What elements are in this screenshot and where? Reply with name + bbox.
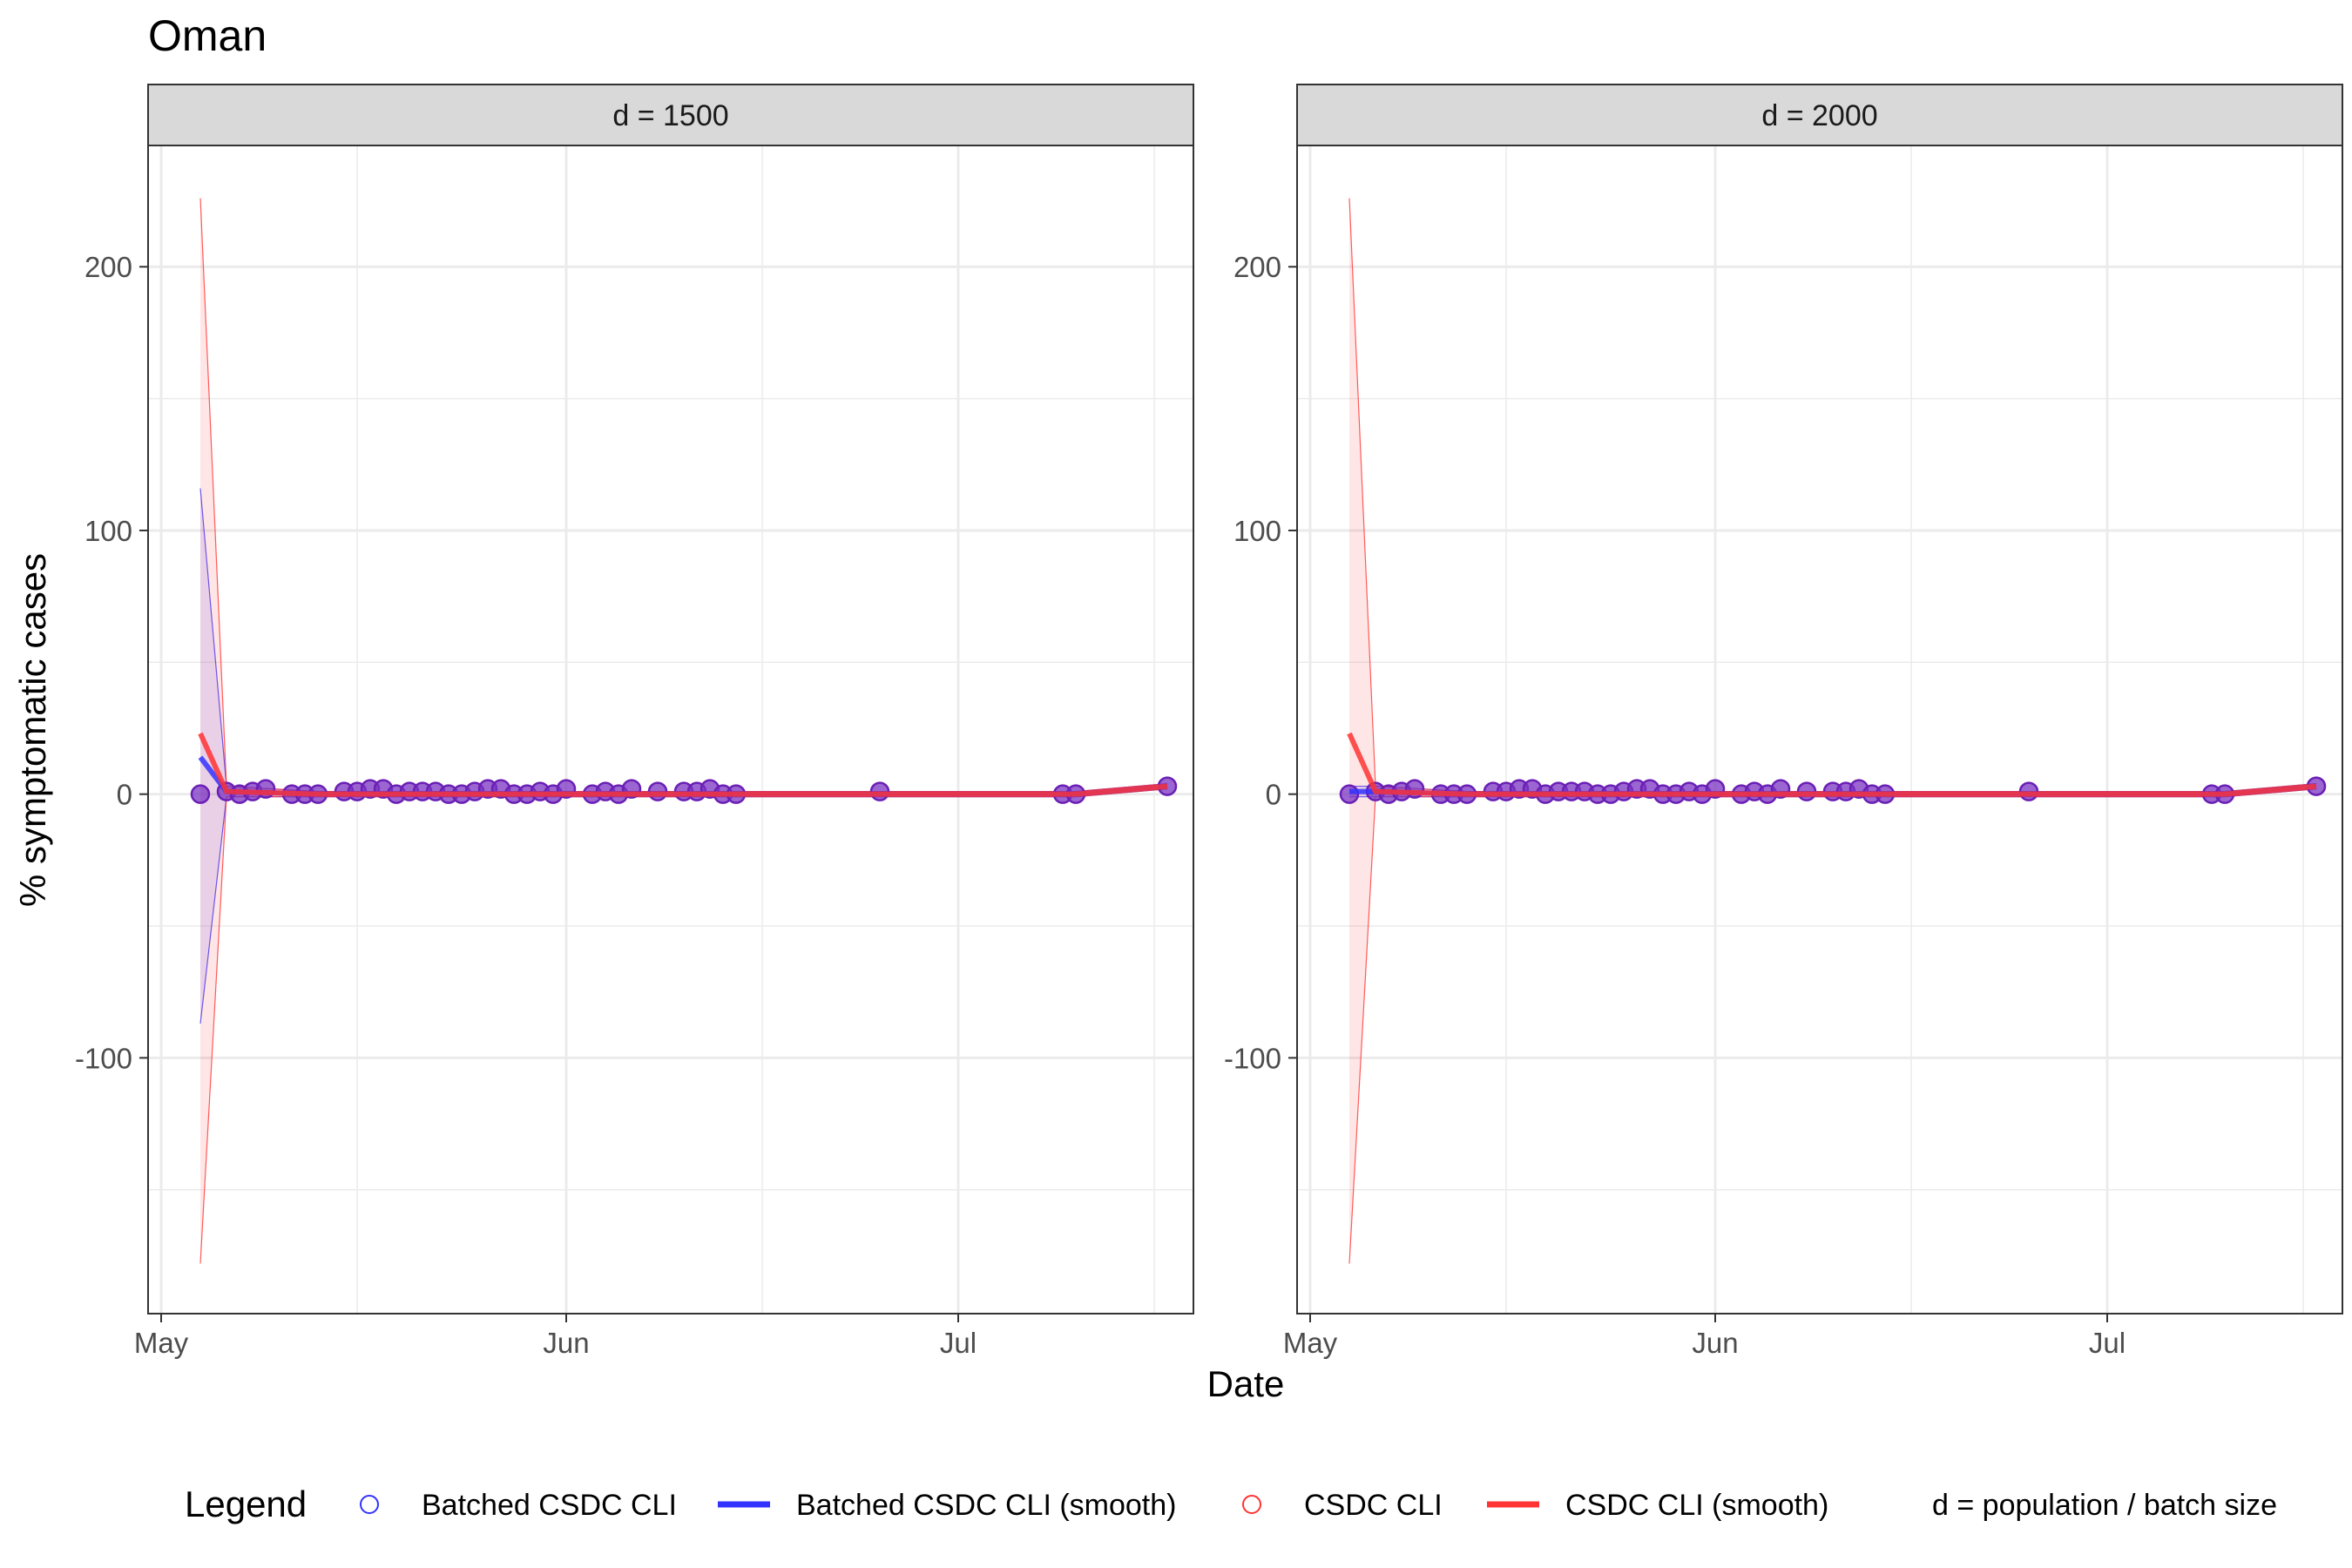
x-axis-title: Date — [1207, 1363, 1285, 1404]
x-tick-label: Jul — [940, 1327, 977, 1359]
data-point — [869, 781, 890, 801]
legend-items: Batched CSDC CLI Batched CSDC CLI (smooth… — [360, 1489, 1828, 1522]
legend-key-point — [360, 1495, 379, 1514]
data-point — [1339, 784, 1360, 804]
legend-item-label: CSDC CLI (smooth) — [1565, 1489, 1828, 1522]
chart-title: Oman — [148, 11, 267, 60]
y-axis-title: % symptomatic cases — [12, 553, 53, 907]
x-tick-label: Jun — [543, 1327, 589, 1359]
y-tick-label: 0 — [117, 779, 132, 811]
data-point — [190, 784, 211, 804]
facet-strip-label: d = 2000 — [1761, 99, 1877, 132]
data-point — [2018, 781, 2039, 801]
y-tick-label: 200 — [1233, 251, 1281, 283]
legend-item-label: Batched CSDC CLI — [422, 1489, 677, 1522]
legend-key-point — [1242, 1495, 1261, 1514]
y-tick-label: 0 — [1266, 779, 1281, 811]
legend-item-label: Batched CSDC CLI (smooth) — [796, 1489, 1177, 1522]
legend: Legend Batched CSDC CLI Batched CSDC CLI … — [185, 1484, 2277, 1524]
legend-title: Legend — [185, 1484, 307, 1524]
legend-note: d = population / batch size — [1932, 1489, 2277, 1522]
facet-panels: d = 1500 -100 0 100 200 May Jun Jul d = 2000 -100… — [75, 84, 2343, 1359]
y-tick-label: 200 — [84, 251, 132, 283]
y-tick-label: -100 — [75, 1042, 132, 1074]
smooth-line — [1347, 732, 2317, 797]
x-tick-label: May — [1283, 1327, 1338, 1359]
x-tick-label: Jun — [1692, 1327, 1738, 1359]
facet-panel: d = 2000 -100 0 100 200 May Jun Jul — [1224, 84, 2343, 1359]
smooth-line — [198, 732, 1168, 797]
legend-item-label: CSDC CLI — [1304, 1489, 1443, 1522]
facet-panel: d = 1500 -100 0 100 200 May Jun Jul — [75, 84, 1194, 1359]
x-tick-label: May — [134, 1327, 189, 1359]
data-point — [1796, 781, 1817, 801]
y-tick-label: 100 — [84, 515, 132, 547]
x-tick-label: Jul — [2089, 1327, 2126, 1359]
facet-strip — [1296, 84, 2343, 146]
y-tick-label: -100 — [1224, 1042, 1281, 1074]
facet-strip — [147, 84, 1194, 146]
data-point — [647, 781, 668, 801]
facet-strip-label: d = 1500 — [612, 99, 728, 132]
y-tick-label: 100 — [1233, 515, 1281, 547]
